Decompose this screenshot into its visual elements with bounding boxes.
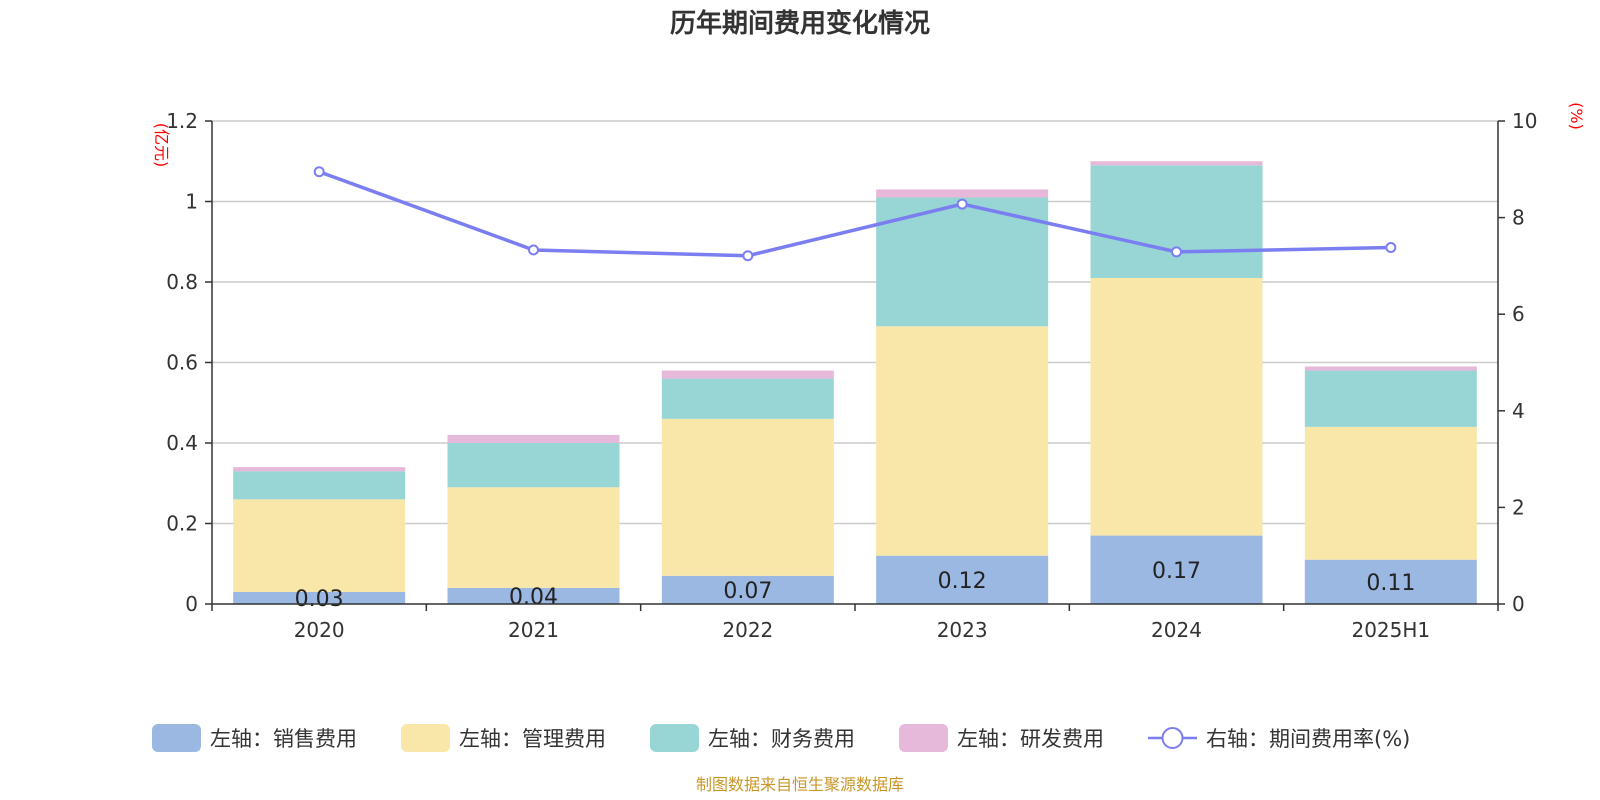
x-axis-tick-label: 2021 bbox=[508, 618, 559, 642]
legend-label: 左轴：财务费用 bbox=[708, 727, 855, 751]
bar-segment bbox=[1090, 161, 1263, 166]
bar-labels: 0.03 0.04 0.07 0.12 0.17 0.11 bbox=[295, 559, 1416, 612]
legend-swatch bbox=[899, 724, 948, 752]
bar-series bbox=[233, 161, 1477, 604]
bar-segment bbox=[233, 591, 406, 604]
bar-segment bbox=[661, 575, 834, 604]
x-axis-tick-label: 2024 bbox=[1151, 618, 1202, 642]
bar-data-label: 0.11 bbox=[1366, 571, 1415, 596]
bar-segment bbox=[661, 418, 834, 576]
left-axis-tick-label: 1.2 bbox=[166, 109, 198, 133]
right-axis-unit: (%) bbox=[1567, 102, 1586, 130]
grid-lines bbox=[212, 120, 1498, 525]
right-axis-tick-label: 8 bbox=[1512, 206, 1525, 230]
bar-data-label: 0.17 bbox=[1152, 559, 1201, 584]
left-axis-tick-label: 0 bbox=[185, 592, 198, 616]
bar-segment bbox=[661, 378, 834, 419]
line-point bbox=[313, 166, 325, 178]
x-axis-tick-label: 2023 bbox=[937, 618, 988, 642]
bar-segment bbox=[233, 467, 406, 472]
bar-segment bbox=[233, 471, 406, 500]
x-axis-tick-label: 2022 bbox=[722, 618, 773, 642]
left-axis-tick-label: 0.4 bbox=[166, 431, 198, 455]
bar-segment bbox=[1090, 165, 1263, 278]
line-point bbox=[956, 198, 968, 210]
bar-data-label: 0.03 bbox=[295, 587, 344, 612]
bar-segment bbox=[447, 587, 620, 604]
right-axis-tick-label: 4 bbox=[1512, 399, 1525, 423]
bar-segment bbox=[1090, 535, 1263, 604]
chart-title: 历年期间费用变化情况 bbox=[670, 8, 930, 39]
bar-segment bbox=[876, 189, 1049, 198]
line-path bbox=[318, 170, 1391, 258]
line-point bbox=[1171, 246, 1182, 258]
legend-swatch bbox=[401, 724, 450, 752]
line-point bbox=[1385, 242, 1397, 254]
line-series bbox=[313, 166, 1397, 262]
legend-label: 左轴：管理费用 bbox=[459, 727, 606, 751]
bar-segment bbox=[1090, 277, 1263, 536]
legend-label: 左轴：研发费用 bbox=[957, 727, 1104, 751]
left-axis-tick-label: 0.6 bbox=[166, 351, 198, 375]
left-axis-tick-label: 1 bbox=[185, 190, 198, 214]
bar-segment bbox=[447, 487, 620, 588]
right-axis-tick-label: 6 bbox=[1512, 302, 1525, 326]
axes: 0 0.2 0.4 0.6 0.8 1 1.2 0 2 4 6 8 10 2020 2021 2022 2023… bbox=[166, 109, 1537, 642]
x-axis-tick-label: 2025H1 bbox=[1351, 618, 1430, 642]
right-axis-tick-label: 0 bbox=[1512, 592, 1525, 616]
source-note: 制图数据来自恒生聚源数据库 bbox=[696, 775, 904, 794]
bar-data-label: 0.07 bbox=[723, 579, 772, 604]
bar-segment bbox=[1304, 559, 1477, 604]
legend-swatch bbox=[152, 724, 201, 752]
bar-segment bbox=[447, 434, 620, 443]
legend-marker bbox=[1161, 727, 1184, 749]
left-axis-unit: (亿元) bbox=[152, 123, 171, 168]
legend: 左轴：销售费用 左轴：管理费用 左轴：财务费用 左轴：研发费用 右轴：期间费用率(%) bbox=[152, 724, 1410, 752]
left-axis-tick-label: 0.8 bbox=[166, 270, 198, 294]
line-point bbox=[528, 244, 539, 256]
bar-data-label: 0.12 bbox=[938, 569, 987, 594]
legend-label: 右轴：期间费用率(%) bbox=[1206, 727, 1410, 751]
left-axis-tick-label: 0.2 bbox=[166, 512, 198, 536]
bar-segment bbox=[447, 443, 620, 488]
right-axis-tick-label: 10 bbox=[1512, 109, 1537, 133]
bar-segment bbox=[1304, 366, 1477, 371]
line-point bbox=[742, 250, 754, 262]
bar-data-label: 0.04 bbox=[509, 585, 558, 610]
legend-swatch bbox=[650, 724, 699, 752]
bar-segment bbox=[876, 555, 1049, 604]
legend-label: 左轴：销售费用 bbox=[210, 727, 357, 751]
bar-segment bbox=[876, 326, 1049, 556]
bar-segment bbox=[1304, 426, 1477, 560]
bar-segment bbox=[233, 499, 406, 592]
bar-segment bbox=[1304, 370, 1477, 427]
x-axis-tick-label: 2020 bbox=[294, 618, 345, 642]
bar-segment bbox=[661, 370, 834, 379]
right-axis-tick-label: 2 bbox=[1512, 495, 1525, 519]
